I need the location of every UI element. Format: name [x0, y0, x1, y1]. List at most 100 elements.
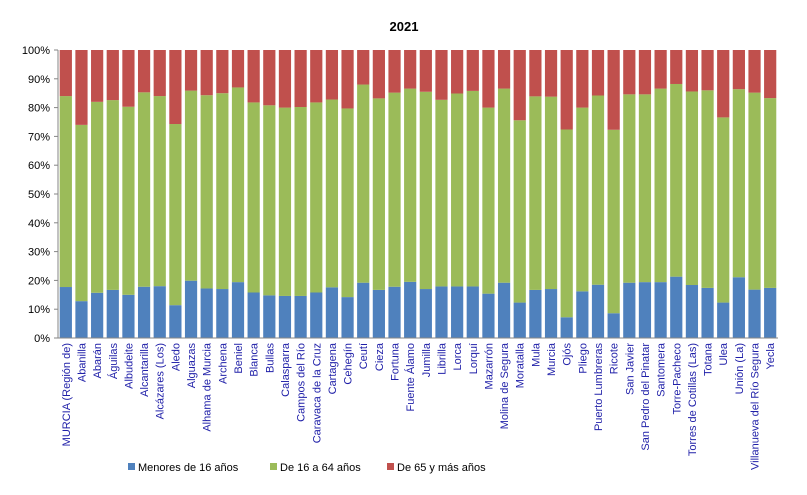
bar-segment-series-2	[247, 102, 260, 293]
x-tick-label: Blanca	[249, 342, 261, 377]
bar-segment-series-1	[529, 289, 542, 338]
bar-segment-series-3	[701, 50, 714, 91]
bar-segment-series-3	[654, 50, 667, 89]
bar-segment-series-3	[732, 50, 745, 90]
bar-segment-series-3	[482, 50, 495, 108]
bar-segment-series-2	[591, 95, 605, 285]
bar-segment-series-1	[451, 286, 464, 338]
bar-segment-series-2	[357, 84, 370, 283]
bar-segment-series-2	[576, 107, 589, 292]
bar-segment-series-1	[153, 286, 166, 338]
bar-segment-series-2	[529, 96, 542, 290]
bar-segment-series-3	[404, 50, 417, 89]
x-axis: MURCIA (Región de) Abanilla Abarán Águilas A…	[58, 337, 778, 470]
bar-segment-series-3	[278, 50, 292, 108]
bar-segment-series-2	[184, 90, 198, 281]
bar-segment-series-1	[513, 302, 526, 338]
x-tick-label: Águilas	[107, 343, 120, 380]
bar-segment-series-1	[231, 282, 245, 338]
bar-segment-series-3	[200, 50, 213, 96]
bar-segment-series-3	[122, 50, 135, 107]
bar-segment-series-3	[388, 50, 401, 93]
bar-segment-series-3	[560, 50, 573, 130]
bar-segment-series-3	[231, 50, 245, 88]
bar-segment-series-1	[310, 292, 323, 338]
bar-segment-series-2	[701, 90, 714, 288]
x-tick-label: Abarán	[92, 343, 104, 378]
bar-segment-series-2	[497, 88, 511, 283]
x-tick-label: Calasparra	[280, 342, 292, 397]
bar-segment-series-1	[169, 305, 182, 338]
bar-segment-series-3	[153, 50, 166, 97]
bar-segment-series-3	[513, 50, 526, 121]
x-tick-label: Torre-Pacheco	[671, 343, 683, 415]
x-tick-label: Molina de Segura	[499, 342, 511, 429]
bar-segment-series-2	[200, 95, 213, 289]
bar-segment-series-2	[325, 99, 339, 288]
x-tick-label: Ceutí	[358, 343, 370, 369]
x-tick-label: Lorquí	[468, 343, 480, 374]
bar-segment-series-1	[341, 297, 354, 338]
x-tick-label: San Javier	[624, 343, 636, 395]
bar-segment-series-3	[591, 50, 605, 96]
x-tick-label: Librilla	[436, 342, 448, 375]
bar-segment-series-1	[435, 286, 448, 338]
bar-segment-series-3	[75, 50, 88, 125]
legend-label: De 65 y más años	[397, 462, 486, 474]
bar-segment-series-2	[231, 87, 245, 283]
bar-segment-series-2	[717, 117, 730, 303]
bar-segment-series-3	[341, 50, 354, 109]
bar-segment-series-2	[404, 88, 417, 282]
x-tick-label: Ulea	[718, 342, 730, 366]
bar-segment-series-3	[419, 50, 432, 92]
bar-segment-series-3	[529, 50, 542, 97]
bar-segment-series-3	[91, 50, 104, 102]
bar-segment-series-1	[357, 282, 370, 338]
bar-segment-series-2	[482, 107, 495, 294]
bar-segment-series-2	[685, 91, 699, 286]
y-tick-label: 90%	[28, 74, 50, 86]
legend-label: Menores de 16 años	[138, 462, 239, 474]
y-tick-label: 100%	[22, 45, 50, 57]
bar-segment-series-1	[764, 287, 777, 338]
bar-segment-series-3	[435, 50, 448, 100]
bar-segment-series-1	[59, 287, 72, 338]
x-tick-label: Archena	[217, 342, 229, 384]
bar-segment-series-1	[278, 295, 292, 338]
bar-segment-series-1	[685, 285, 699, 338]
bar-segment-series-1	[717, 302, 730, 338]
y-tick-label: 70%	[28, 131, 50, 143]
bar-segment-series-1	[200, 288, 213, 338]
bar-segment-series-3	[310, 50, 323, 103]
bar-segment-series-2	[654, 88, 667, 283]
bar-segment-series-2	[263, 105, 276, 296]
bar-segment-series-3	[59, 50, 72, 97]
x-tick-label: Bullas	[264, 343, 276, 373]
bar-segment-series-1	[388, 286, 401, 338]
bar-segment-series-2	[435, 99, 448, 287]
bar-segment-series-2	[137, 92, 151, 287]
x-tick-label: Santomera	[656, 342, 668, 397]
x-tick-label: Ricote	[609, 343, 621, 374]
bar-segment-series-2	[764, 98, 777, 288]
x-tick-label: Yecla	[765, 342, 777, 369]
bar-segment-series-2	[278, 107, 292, 296]
bar-segment-series-3	[685, 50, 699, 92]
bar-segment-series-2	[451, 93, 464, 287]
bar-segment-series-3	[466, 50, 479, 91]
bar-segment-series-2	[732, 89, 745, 278]
y-tick-label: 20%	[28, 275, 50, 287]
x-tick-label: San Pedro del Pinatar	[640, 343, 652, 451]
x-tick-label: MURCIA (Región de)	[61, 343, 73, 446]
bar-segment-series-1	[670, 276, 683, 338]
x-tick-label: Fuente Álamo	[404, 343, 417, 411]
y-tick-label: 50%	[28, 189, 50, 201]
bar-segment-series-1	[184, 280, 198, 338]
bar-segment-series-3	[325, 50, 339, 100]
bar-segment-series-3	[451, 50, 464, 94]
bar-segment-series-1	[466, 286, 479, 338]
bar-segment-series-3	[607, 50, 620, 130]
y-tick-label: 40%	[28, 218, 50, 230]
x-tick-label: Torres de Cotillas (Las)	[687, 343, 699, 456]
x-tick-label: Cehegín	[343, 343, 355, 385]
